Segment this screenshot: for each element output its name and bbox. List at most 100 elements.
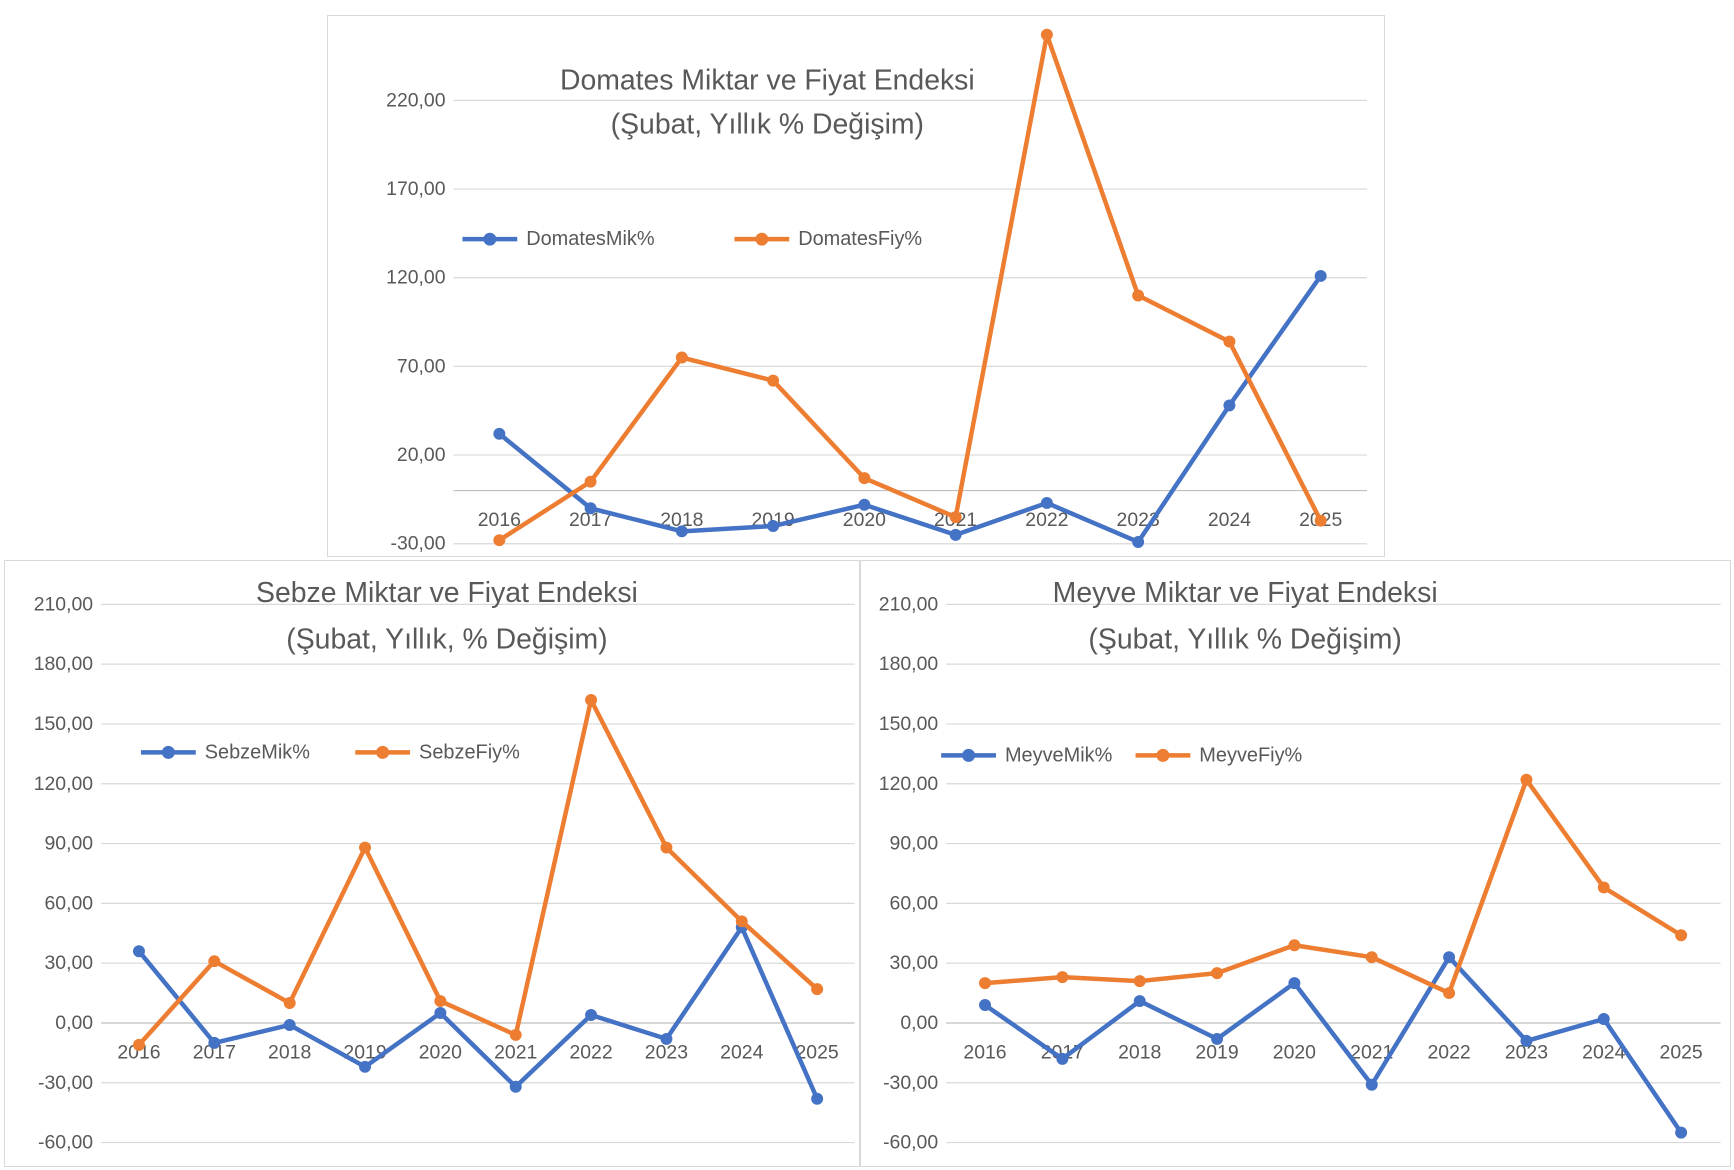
data-point-DomatesFiy%-2016 [493, 534, 506, 547]
y-tick-label: -30,00 [38, 1072, 93, 1094]
data-point-MeyveMik%-2019 [1211, 1032, 1224, 1045]
y-tick-label: 170,00 [386, 178, 446, 200]
data-point-SebzeMik%-2023 [660, 1032, 673, 1045]
data-point-MeyveMik%-2020 [1288, 977, 1301, 990]
x-tick-label-2025: 2025 [796, 1041, 839, 1063]
data-point-DomatesFiy%-2017 [584, 475, 597, 488]
data-point-MeyveFiy%-2022 [1443, 987, 1456, 1000]
data-point-MeyveMik%-2021 [1365, 1078, 1378, 1091]
data-point-SebzeFiy%-2018 [283, 997, 296, 1010]
x-tick-label-2019: 2019 [1195, 1041, 1238, 1063]
y-tick-label: 0,00 [55, 1012, 93, 1034]
x-tick-label-2017: 2017 [1041, 1041, 1084, 1063]
legend-label: DomatesFiy% [798, 228, 922, 250]
data-point-MeyveMik%-2023 [1520, 1034, 1533, 1047]
chart-title-line1: Domates Miktar ve Fiyat Endeksi [560, 65, 975, 97]
gridlines [453, 99, 1368, 545]
x-tick-label-2020: 2020 [1273, 1041, 1316, 1063]
data-point-MeyveFiy%-2023 [1520, 773, 1533, 786]
series-line-SebzeFiy% [136, 697, 820, 1048]
x-tick-label-2022: 2022 [569, 1041, 612, 1063]
data-point-SebzeMik%-2018 [283, 1018, 296, 1031]
y-tick-label: 60,00 [890, 892, 939, 914]
series-line-DomatesMik% [497, 273, 1323, 545]
data-point-DomatesMik%-2019 [767, 520, 780, 532]
y-tick-label: 180,00 [34, 653, 94, 675]
y-tick-label: 120,00 [879, 773, 939, 795]
data-point-MeyveMik%-2022 [1443, 951, 1456, 964]
y-tick-label: 210,00 [879, 593, 939, 615]
series-line-MeyveMik% [982, 954, 1684, 1135]
data-point-SebzeMik%-2017 [208, 1036, 221, 1049]
legend-item-DomatesFiy%: DomatesFiy% [734, 228, 922, 250]
series-line-MeyveFiy% [982, 777, 1684, 996]
chart-domates-svg: 220,00 170,00 120,00 70,00 20,00 -30,00 2016 20… [386, 28, 1368, 555]
y-axis-tick-labels: 210,00 180,00 150,00 120,00 90,00 60,00 30,00 0… [879, 593, 939, 1153]
y-tick-label: -60,00 [38, 1132, 93, 1154]
series-SebzeMik% [132, 921, 824, 1105]
y-tick-label: 60,00 [45, 892, 94, 914]
data-point-SebzeMik%-2019 [359, 1060, 372, 1073]
y-tick-label: 30,00 [45, 952, 94, 974]
y-tick-label: 150,00 [34, 713, 94, 735]
legend: SebzeMik% SebzeFiy% [140, 741, 520, 763]
chart-title-line1: Meyve Miktar ve Fiyat Endeksi [1053, 577, 1438, 609]
data-point-DomatesMik%-2017 [584, 502, 597, 515]
data-point-SebzeMik%-2025 [811, 1092, 824, 1105]
data-point-MeyveMik%-2016 [979, 999, 992, 1012]
data-point-MeyveFiy%-2016 [979, 977, 992, 990]
legend-dot-icon [962, 748, 976, 762]
chart-title: Sebze Miktar ve Fiyat Endeksi (Şubat, Yıl… [256, 577, 638, 656]
y-tick-label: 180,00 [879, 653, 939, 675]
x-tick-label-2016: 2016 [117, 1041, 160, 1063]
x-tick-label-2020: 2020 [419, 1041, 462, 1063]
chart-sebze: 210,00 180,00 150,00 120,00 90,00 60,00 30,00 0… [4, 560, 860, 1167]
chart-domates: 220,00 170,00 120,00 70,00 20,00 -30,00 2016 20… [327, 15, 1385, 557]
data-point-DomatesFiy%-2018 [675, 351, 688, 364]
data-point-DomatesMik%-2020 [858, 498, 871, 511]
legend: DomatesMik% DomatesFiy% [462, 228, 922, 250]
data-point-MeyveFiy%-2018 [1133, 975, 1146, 988]
data-point-SebzeMik%-2020 [434, 1007, 447, 1019]
chart-title: Domates Miktar ve Fiyat Endeksi (Şubat, Y… [560, 65, 975, 141]
data-point-MeyveFiy%-2017 [1056, 971, 1069, 984]
data-point-SebzeFiy%-2021 [509, 1028, 522, 1041]
y-tick-label: -60,00 [883, 1132, 938, 1154]
series-MeyveFiy% [979, 773, 1688, 1000]
x-tick-label-2021: 2021 [1350, 1041, 1393, 1063]
y-tick-label: -30,00 [390, 533, 445, 555]
data-point-MeyveFiy%-2020 [1288, 939, 1301, 952]
y-tick-label: 210,00 [34, 593, 94, 615]
chart-title-line1: Sebze Miktar ve Fiyat Endeksi [256, 577, 638, 609]
y-tick-label: 70,00 [397, 355, 446, 377]
legend-label: DomatesMik% [526, 228, 654, 250]
legend-dot-icon [483, 232, 497, 246]
y-tick-label: 150,00 [879, 713, 939, 735]
legend-label: MeyveFiy% [1199, 744, 1302, 766]
data-point-SebzeFiy%-2016 [132, 1038, 145, 1051]
data-point-DomatesMik%-2018 [675, 525, 688, 538]
data-point-DomatesFiy%-2024 [1223, 335, 1236, 348]
x-tick-label-2021: 2021 [494, 1041, 537, 1063]
x-tick-label-2024: 2024 [1208, 509, 1251, 531]
data-point-SebzeFiy%-2022 [585, 694, 598, 707]
legend-dot-icon [1156, 748, 1170, 762]
x-tick-label-2024: 2024 [1582, 1041, 1625, 1063]
data-point-SebzeFiy%-2020 [434, 995, 447, 1008]
chart-meyve-svg: 210,00 180,00 150,00 120,00 90,00 60,00 30,00 0… [879, 577, 1721, 1154]
data-point-SebzeFiy%-2024 [735, 915, 748, 928]
legend: MeyveMik% MeyveFiy% [941, 744, 1302, 766]
x-tick-label-2017: 2017 [569, 509, 612, 531]
x-axis-tick-labels: 2016 2017 2018 2019 2020 2021 2022 2023 2024 2025 [963, 1041, 1702, 1063]
chart-subtitle: (Şubat, Yıllık % Değişim) [611, 109, 924, 141]
legend-label: SebzeFiy% [419, 741, 520, 763]
data-point-DomatesFiy%-2020 [858, 472, 871, 485]
series-line-DomatesFiy% [497, 32, 1323, 543]
chart-sebze-svg: 210,00 180,00 150,00 120,00 90,00 60,00 30,00 0… [34, 577, 855, 1154]
x-tick-label-2018: 2018 [660, 509, 703, 531]
x-tick-label-2020: 2020 [843, 509, 886, 531]
data-point-MeyveMik%-2024 [1597, 1013, 1610, 1025]
y-tick-label: 220,00 [386, 89, 446, 111]
data-point-SebzeFiy%-2025 [811, 983, 824, 996]
legend-dot-icon [376, 745, 390, 759]
